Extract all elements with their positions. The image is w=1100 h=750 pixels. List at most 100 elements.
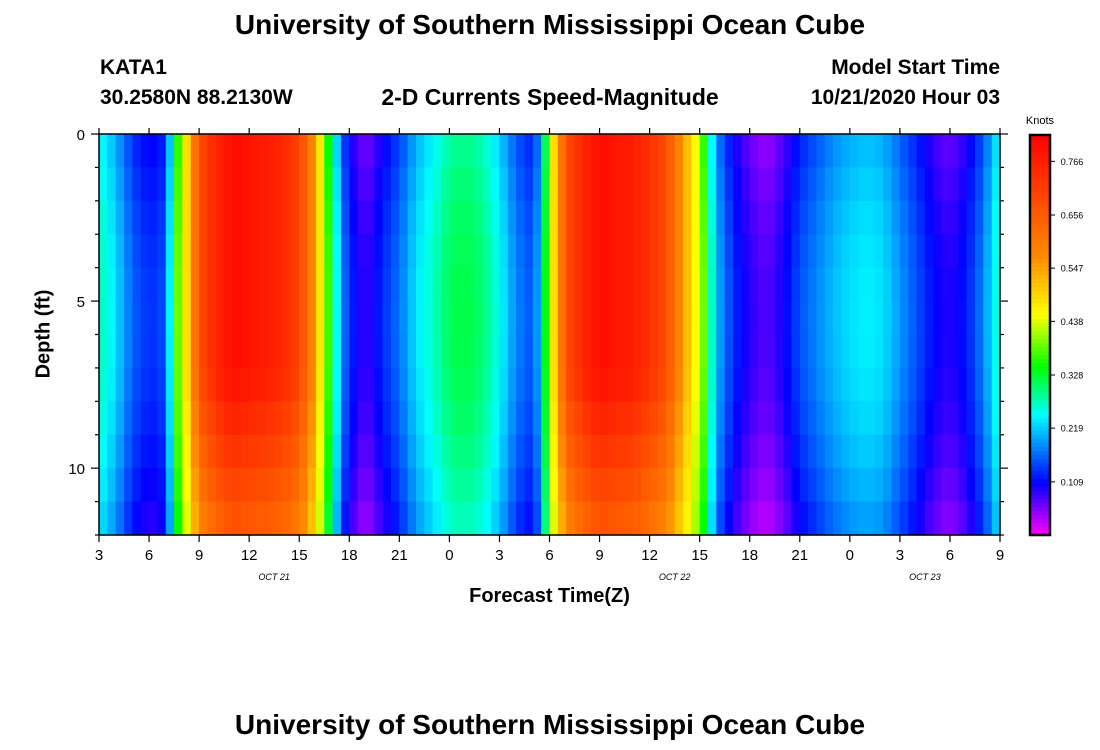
heatmap-cell	[574, 401, 584, 436]
heatmap-cell	[224, 401, 234, 436]
heatmap-cell	[190, 267, 200, 302]
heatmap-cell	[174, 267, 184, 302]
heatmap-cell	[749, 167, 759, 202]
colorbar-segment	[1030, 247, 1050, 252]
heatmap-cell	[649, 501, 659, 536]
heatmap-cell	[774, 301, 784, 336]
heatmap-cell	[766, 501, 776, 536]
heatmap-cell	[190, 434, 200, 469]
heatmap-cell	[991, 401, 1001, 436]
x-tick-label: 6	[946, 547, 954, 564]
heatmap-cell	[499, 434, 509, 469]
heatmap-cell	[499, 468, 509, 503]
heatmap-cell	[891, 234, 901, 269]
heatmap-cell	[783, 367, 793, 402]
heatmap-cell	[983, 267, 993, 302]
heatmap-cell	[290, 267, 300, 302]
heatmap-cell	[674, 334, 684, 369]
heatmap-cell	[641, 134, 651, 169]
heatmap-cell	[833, 468, 843, 503]
heatmap-cell	[457, 167, 467, 202]
heatmap-cell	[891, 134, 901, 169]
heatmap-cell	[382, 501, 392, 536]
heatmap-cell	[799, 267, 809, 302]
heatmap-cell	[274, 434, 284, 469]
heatmap-cell	[474, 501, 484, 536]
heatmap-cell	[157, 334, 167, 369]
heatmap-cell	[849, 200, 859, 235]
heatmap-cell	[666, 468, 676, 503]
heatmap-cell	[699, 234, 709, 269]
heatmap-cell	[482, 234, 492, 269]
heatmap-cell	[858, 367, 868, 402]
heatmap-cell	[282, 334, 292, 369]
heatmap-cell	[499, 134, 509, 169]
x-tick-label: 3	[495, 547, 503, 564]
heatmap-cell	[724, 401, 734, 436]
heatmap-cell	[365, 234, 375, 269]
heatmap-cell	[808, 167, 818, 202]
chart-title-bottom: University of Southern Mississippi Ocean…	[234, 709, 866, 740]
heatmap-cell	[991, 200, 1001, 235]
heatmap-cell	[466, 367, 476, 402]
heatmap-cell	[616, 134, 626, 169]
x-tick-label: 12	[241, 547, 258, 564]
heatmap-cell	[240, 367, 250, 402]
heatmap-cell	[708, 468, 717, 503]
heatmap-cell	[199, 334, 209, 369]
heatmap-cell	[174, 301, 184, 336]
colorbar-segment	[1030, 419, 1050, 424]
heatmap-cell	[224, 200, 234, 235]
heatmap-cell	[390, 134, 400, 169]
heatmap-cell	[390, 334, 400, 369]
heatmap-cell	[240, 501, 250, 536]
heatmap-cell	[365, 167, 375, 202]
heatmap-cell	[215, 200, 225, 235]
heatmap-cell	[165, 334, 175, 369]
heatmap-cell	[482, 200, 492, 235]
heatmap-cell	[974, 501, 984, 536]
heatmap-cell	[282, 401, 292, 436]
heatmap-cell	[449, 301, 459, 336]
heatmap-cell	[674, 234, 684, 269]
heatmap-cell	[140, 134, 150, 169]
heatmap-cell	[607, 501, 617, 536]
heatmap-cell	[416, 134, 425, 169]
heatmap-cell	[115, 401, 125, 436]
heatmap-cell	[499, 301, 509, 336]
chart-title-top: University of Southern Mississippi Ocean…	[234, 9, 866, 40]
heatmap-cell	[132, 434, 142, 469]
heatmap-cell	[299, 468, 309, 503]
heatmap-cell	[991, 234, 1001, 269]
heatmap-cell	[724, 501, 734, 536]
heatmap-cell	[866, 134, 876, 169]
heatmap-cell	[774, 134, 784, 169]
colorbar-segment	[1030, 327, 1050, 332]
heatmap-cell	[816, 401, 826, 436]
heatmap-cell	[607, 234, 617, 269]
heatmap-cell	[941, 468, 951, 503]
heatmap-cell	[274, 401, 284, 436]
heatmap-cell	[340, 301, 350, 336]
heatmap-cell	[691, 267, 701, 302]
heatmap-cell	[966, 234, 976, 269]
heatmap-cell	[891, 267, 901, 302]
heatmap-cell	[557, 167, 567, 202]
heatmap-cell	[699, 434, 709, 469]
heatmap-cell	[941, 200, 951, 235]
heatmap-cell	[190, 367, 200, 402]
heatmap-cell	[841, 334, 851, 369]
heatmap-cell	[799, 401, 809, 436]
heatmap-cell	[724, 434, 734, 469]
heatmap-cell	[841, 167, 851, 202]
heatmap-cell	[666, 401, 676, 436]
heatmap-cell	[599, 267, 609, 302]
heatmap-cell	[741, 334, 751, 369]
heatmap-cell	[149, 234, 158, 269]
heatmap-cell	[374, 367, 384, 402]
heatmap-cell	[974, 134, 984, 169]
heatmap-cell	[933, 134, 943, 169]
heatmap-cell	[649, 200, 659, 235]
heatmap-cell	[115, 301, 125, 336]
colorbar-segment	[1030, 231, 1050, 236]
